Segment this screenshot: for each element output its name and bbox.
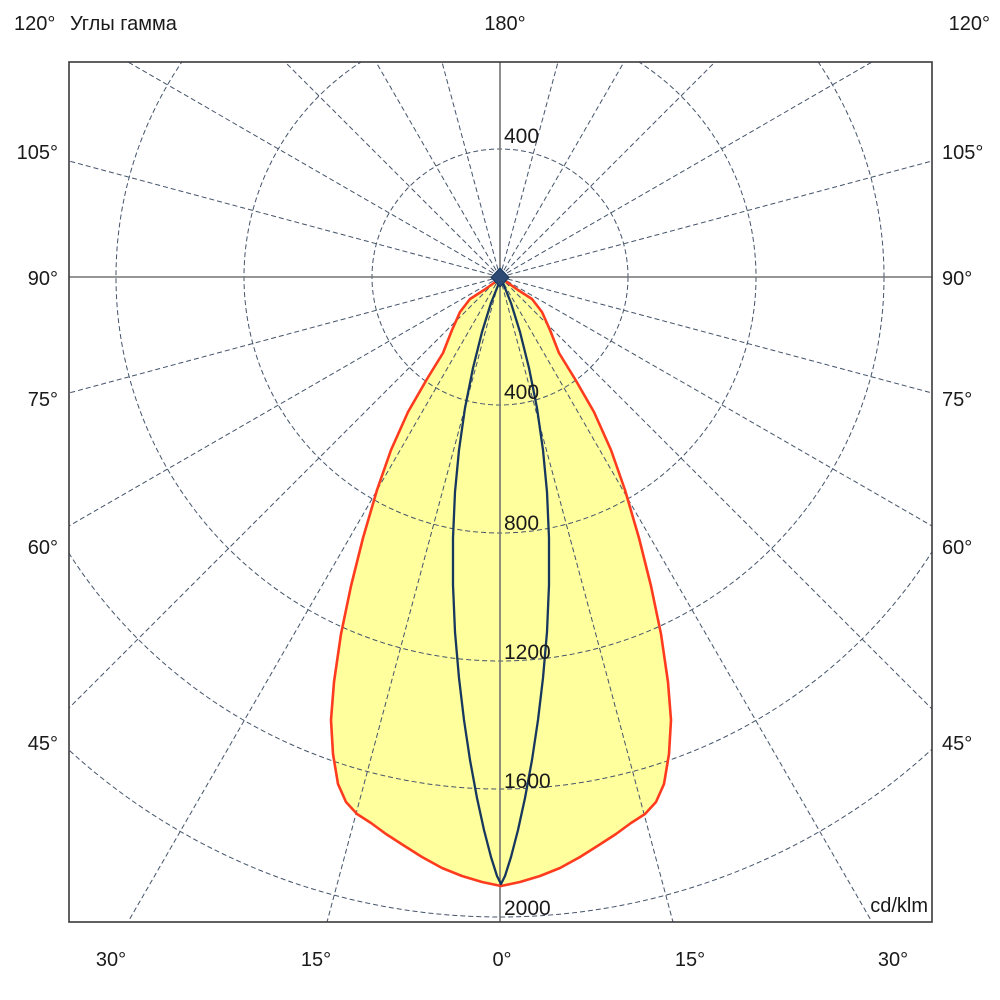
gamma-angle-label-bottom-30l: 30°	[96, 949, 126, 971]
ring-label-400-top: 400	[504, 125, 539, 148]
main-beam-curve-outline	[329, 276, 673, 888]
chart-title: Углы гамма	[70, 13, 178, 35]
main-beam-curve-fill	[331, 278, 671, 886]
gamma-angle-label-bottom-30r: 30°	[878, 949, 908, 971]
gamma-angle-label-bottom-15l: 15°	[301, 949, 331, 971]
gamma-angle-label-left-75: 75°	[28, 389, 58, 411]
gamma-angle-label-left-45: 45°	[28, 733, 58, 755]
gamma-angle-label-top-left: 120°	[14, 13, 55, 35]
gamma-angle-label-right-60: 60°	[942, 537, 972, 559]
secondary-beam-curve	[451, 276, 551, 886]
gamma-angle-label-top-right: 120°	[949, 13, 990, 35]
gamma-angle-label-left-60: 60°	[28, 537, 58, 559]
gamma-angle-label-bottom-15r: 15°	[675, 949, 705, 971]
gamma-angle-label-top-center: 180°	[484, 13, 525, 35]
plot-border	[68, 61, 933, 923]
gamma-angle-label-right-90: 90°	[942, 268, 972, 290]
ring-label-1200: 1200	[504, 641, 551, 664]
gamma-angle-label-right-105: 105°	[942, 142, 983, 164]
pole-marker-diamond	[490, 267, 510, 288]
ring-label-800: 800	[504, 512, 539, 535]
gamma-rays	[69, 62, 932, 922]
gamma-angle-label-right-75: 75°	[942, 389, 972, 411]
ring-label-1600: 1600	[504, 770, 551, 793]
ring-label-400: 400	[504, 381, 539, 404]
ring-label-2000: 2000	[504, 897, 551, 920]
unit-label: cd/klm	[870, 895, 928, 917]
gamma-angle-label-bottom-0: 0°	[492, 949, 511, 971]
gamma-angle-label-right-45: 45°	[942, 733, 972, 755]
gamma-angle-label-left-105: 105°	[17, 142, 58, 164]
gamma-angle-label-left-90: 90°	[28, 268, 58, 290]
